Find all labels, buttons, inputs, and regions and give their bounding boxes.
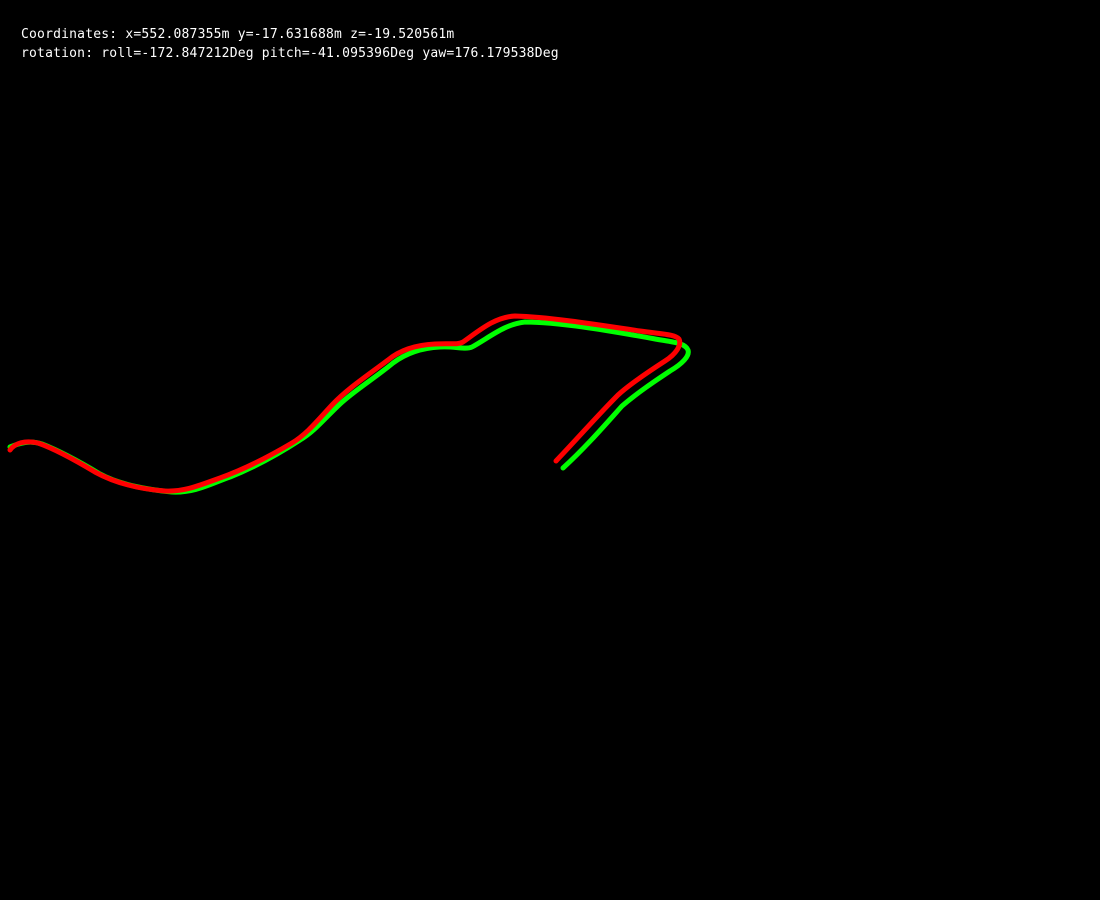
rotation-readout: rotation: roll=-172.847212Deg pitch=-41.…: [21, 46, 559, 61]
red-trajectory-path: [7, 313, 683, 494]
green-trajectory-path: [7, 319, 691, 495]
coordinates-readout: Coordinates: x=552.087355m y=-17.631688m…: [21, 27, 455, 42]
